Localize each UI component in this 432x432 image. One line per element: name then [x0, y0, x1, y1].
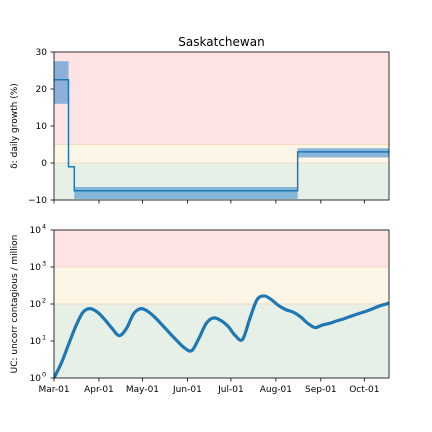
contagious-x-tick-label: Mar-01: [38, 385, 69, 395]
contagious-x-tick-label: Aug-01: [260, 385, 292, 395]
contagious-y-tick-base: 10: [30, 337, 42, 347]
growth-y-axis-label: δ: daily growth (%): [10, 83, 20, 169]
growth-y-tick-label: 10: [36, 122, 48, 132]
contagious-y-tick-exponent: 1: [42, 334, 46, 342]
contagious-y-tick-exponent: 0: [42, 371, 46, 379]
contagious-zone-2: [54, 304, 389, 378]
growth-zone-0: [54, 52, 389, 145]
contagious-zones: [54, 230, 389, 378]
contagious-y-tick-label: 10: [30, 337, 42, 347]
growth-series-line: [54, 79, 389, 192]
contagious-y-tick-label: 10: [30, 374, 42, 384]
contagious-y-tick-base: 10: [30, 263, 42, 273]
growth-y-tick-label: 30: [36, 48, 48, 58]
contagious-x-tick-label: Apr-01: [84, 385, 114, 395]
contagious-y-tick-label: 10: [30, 263, 42, 273]
contagious-zone-1: [54, 267, 389, 304]
contagious-x-tick-label: Jul-01: [217, 385, 244, 395]
contagious-series-line: [54, 294, 389, 378]
contagious-y-tick-base: 10: [30, 300, 42, 310]
contagious-y-tick-exponent: 2: [42, 297, 46, 305]
chart-title: Saskatchewan: [178, 35, 264, 49]
growth-uncertainty-bands: [54, 61, 389, 199]
contagious-y-axis-label: UC: uncorr contagious / million: [10, 235, 20, 374]
contagious-zone-0: [54, 230, 389, 267]
contagious-x-tick-label: Oct-01: [349, 385, 379, 395]
growth-panel: 30 20 10 0 −10 Saskatchewan δ: daily growth …: [10, 35, 390, 206]
growth-band-2: [297, 148, 389, 158]
contagious-y-tick-exponent: 4: [42, 223, 46, 231]
growth-y-tick-label: 20: [36, 85, 48, 95]
contagious-x-tick-label: Jun-01: [172, 385, 202, 395]
growth-band-1: [74, 187, 298, 199]
contagious-y-tick-exponent: 3: [42, 260, 46, 268]
growth-zones: [54, 52, 389, 200]
growth-y-ticks: 30 20 10 0 −10: [28, 48, 54, 206]
contagious-y-tick-label: 10: [30, 226, 42, 236]
contagious-x-tick-label: Sep-01: [305, 385, 337, 395]
growth-y-tick-label: −10: [28, 196, 47, 206]
contagious-y-tick-base: 10: [30, 374, 42, 384]
contagious-y-tick-base: 10: [30, 226, 42, 236]
contagious-x-tick-label: May-01: [126, 385, 159, 395]
contagious-x-ticks: Mar-01 Apr-01 May-01 Jun-01 Jul-01 Aug-01 Sep-…: [38, 378, 379, 395]
growth-x-ticks: [53, 200, 365, 204]
growth-band-0: [54, 61, 69, 104]
contagious-y-tick-label: 10: [30, 300, 42, 310]
growth-y-tick-label: 0: [41, 159, 47, 169]
